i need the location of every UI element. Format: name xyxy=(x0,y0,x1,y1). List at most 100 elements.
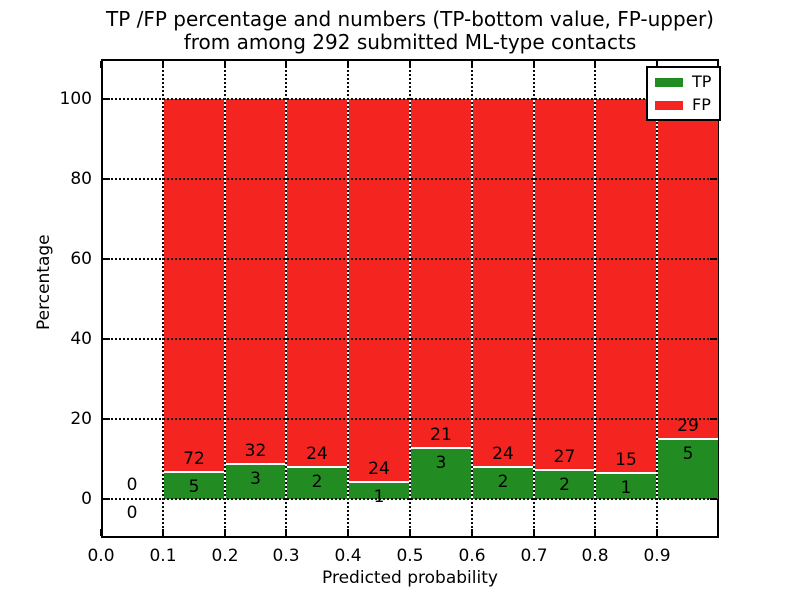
bar-segment-fp xyxy=(287,99,347,468)
tp-count-label: 3 xyxy=(250,468,261,489)
y-tick-label-60: 60 xyxy=(70,249,92,269)
chart-title: TP /FP percentage and numbers (TP-bottom… xyxy=(101,8,719,54)
x-tick-bottom xyxy=(471,529,473,536)
x-tick-top xyxy=(224,61,226,68)
fp-count-label: 24 xyxy=(368,459,390,479)
bar-segment-fp xyxy=(535,99,594,471)
bar-segment-fp xyxy=(349,99,409,483)
fp-count-label: 15 xyxy=(615,450,637,470)
y-axis-label: Percentage xyxy=(34,234,54,330)
legend-entry-fp: FP xyxy=(655,97,711,113)
x-tick-bottom xyxy=(224,529,226,536)
tp-count-label: 0 xyxy=(126,503,138,523)
fp-count-label: 72 xyxy=(183,449,205,470)
stacked-bar-bin-4 xyxy=(349,99,409,499)
fp-count-label: 27 xyxy=(553,447,576,468)
x-tick-top xyxy=(409,61,411,68)
stacked-bar-bin-5 xyxy=(411,99,471,499)
bar-segment-fp xyxy=(658,99,718,440)
tp-count-label: 2 xyxy=(311,472,323,493)
x-tick-bottom xyxy=(533,529,535,536)
bar-segment-tp xyxy=(287,468,347,499)
x-tick-label-0.0: 0.0 xyxy=(87,546,115,566)
legend-label-tp: TP xyxy=(692,72,712,91)
bar-segment-tp xyxy=(473,468,533,499)
x-tick-label-0.8: 0.8 xyxy=(581,546,609,566)
stacked-bar-bin-7 xyxy=(535,99,594,499)
stacked-bar-bin-3 xyxy=(287,99,347,499)
x-tick-top xyxy=(533,61,535,68)
fp-count-label: 0 xyxy=(126,475,138,495)
x-tick-label-0.2: 0.2 xyxy=(211,546,239,566)
gridline-v-6 xyxy=(471,61,473,536)
x-tick-top xyxy=(162,61,164,68)
stacked-bar-bin-6 xyxy=(473,99,533,499)
x-tick-bottom xyxy=(285,529,287,536)
chart-title-line1: TP /FP percentage and numbers (TP-bottom… xyxy=(106,7,714,31)
y-tick-label-20: 20 xyxy=(70,409,92,429)
gridline-v-2 xyxy=(224,61,226,536)
x-tick-bottom xyxy=(162,529,164,536)
legend-label-fp: FP xyxy=(692,95,711,114)
x-tick-label-0.7: 0.7 xyxy=(520,546,548,566)
bar-segment-tp xyxy=(658,440,718,499)
gridline-v-1 xyxy=(162,61,164,536)
fp-count-label: 24 xyxy=(492,444,514,465)
y-tick-right xyxy=(710,338,717,340)
x-tick-top xyxy=(656,61,658,68)
y-tick-right xyxy=(710,258,717,260)
x-tick-top xyxy=(471,61,473,68)
fp-count-label: 21 xyxy=(430,425,452,445)
stacked-bar-bin-2 xyxy=(226,99,285,499)
bar-segment-fp xyxy=(411,99,471,449)
tp-count-label: 1 xyxy=(373,487,385,507)
fp-count-label: 32 xyxy=(244,440,267,461)
x-tick-bottom xyxy=(100,529,102,536)
gridline-v-8 xyxy=(594,61,596,536)
tp-color-swatch xyxy=(655,77,683,87)
x-tick-bottom xyxy=(656,529,658,536)
legend-box: TP FP xyxy=(646,66,722,121)
tp-count-label: 3 xyxy=(435,453,447,473)
bar-segment-fp xyxy=(164,99,224,473)
gridline-v-7 xyxy=(533,61,535,536)
chart-title-line2: from among 292 submitted ML-type contact… xyxy=(183,30,637,54)
bar-segment-tp xyxy=(411,449,471,499)
x-tick-top xyxy=(347,61,349,68)
bar-segment-tp xyxy=(596,474,656,499)
y-tick-label-40: 40 xyxy=(70,329,92,349)
y-tick-left xyxy=(103,338,110,340)
bar-segment-fp xyxy=(473,99,533,468)
fp-count-label: 24 xyxy=(306,444,328,465)
x-tick-bottom xyxy=(347,529,349,536)
fp-color-swatch xyxy=(655,100,683,110)
tp-count-label: 5 xyxy=(188,477,200,498)
x-tick-label-0.6: 0.6 xyxy=(458,546,486,566)
bar-segment-tp xyxy=(349,483,409,499)
y-tick-left xyxy=(103,418,110,420)
x-tick-label-0.1: 0.1 xyxy=(149,546,177,566)
y-tick-label-80: 80 xyxy=(70,169,92,189)
y-tick-right xyxy=(710,498,717,500)
y-tick-left xyxy=(103,98,110,100)
bar-segment-fp xyxy=(226,99,285,465)
gridline-v-4 xyxy=(347,61,349,536)
x-tick-label-0.9: 0.9 xyxy=(643,546,671,566)
x-tick-label-0.3: 0.3 xyxy=(272,546,300,566)
y-tick-right xyxy=(710,418,717,420)
bar-segment-fp xyxy=(596,99,656,474)
bar-segment-tp xyxy=(164,473,224,499)
tp-count-label: 1 xyxy=(620,478,632,498)
y-tick-left xyxy=(103,178,110,180)
x-tick-bottom xyxy=(409,529,411,536)
tp-count-label: 2 xyxy=(559,475,570,496)
tp-count-label: 2 xyxy=(497,472,509,493)
stacked-bar-bin-8 xyxy=(596,99,656,499)
gridline-v-9 xyxy=(656,61,658,536)
stacked-bar-bin-9 xyxy=(658,99,718,499)
plot-area: 0 0 72 5 32 3 24 2 24 1 21 3 24 2 27 2 15 1 29 5 TP FP xyxy=(100,59,722,538)
bar-segment-tp xyxy=(535,471,594,499)
tp-count-label: 5 xyxy=(682,444,694,465)
x-tick-bottom xyxy=(594,529,596,536)
